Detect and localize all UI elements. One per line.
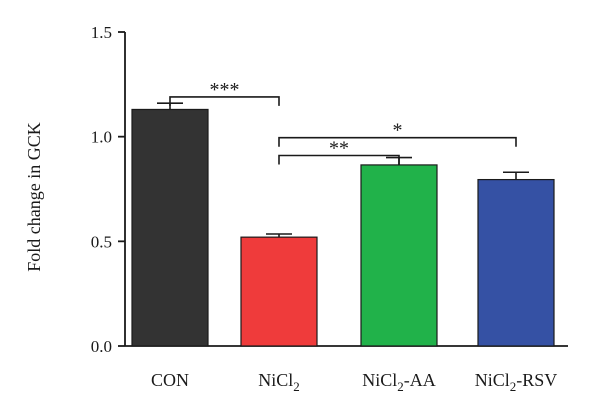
significance-label: * (393, 120, 403, 142)
significance-bracket (278, 136, 517, 147)
bar-nicl2-rsv (477, 178, 555, 347)
bar-nicl2-aa (360, 164, 438, 347)
significance-bracket (169, 96, 280, 106)
y-axis: 0.0 0.5 1.0 1.5 (91, 23, 126, 356)
y-axis-title: Fold change in GCK (24, 122, 44, 271)
significance-bracket (278, 154, 400, 165)
y-tick-label: 1.0 (91, 128, 112, 147)
y-tick-label: 0.0 (91, 337, 112, 356)
x-tick-label: NiCl2-RSV (475, 370, 558, 394)
y-tick-label: 0.5 (91, 232, 112, 251)
bars (131, 102, 555, 347)
x-tick-label: NiCl2-AA (362, 370, 436, 394)
x-tick-labels: CON NiCl2 NiCl2-AA NiCl2-RSV (151, 370, 557, 394)
bar-nicl2 (240, 236, 318, 347)
y-tick-label: 1.5 (91, 23, 112, 42)
y-ticks: 0.0 0.5 1.0 1.5 (91, 23, 125, 356)
significance-label: *** (210, 79, 240, 101)
x-tick-label: CON (151, 370, 189, 390)
significance-label: ** (329, 138, 349, 160)
significance-brackets: ****** (169, 79, 517, 165)
bar-con (131, 108, 209, 347)
x-tick-label: NiCl2 (258, 370, 300, 394)
